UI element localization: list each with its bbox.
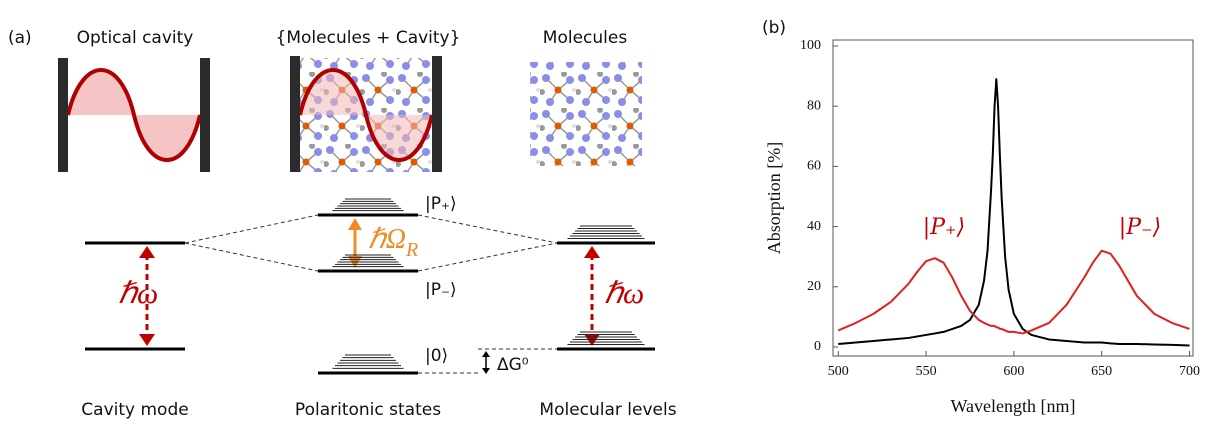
- y-tick-label: 20: [807, 279, 821, 294]
- energy-label: ℏω: [118, 277, 158, 310]
- panel-title: {Molecules + Cavity}: [276, 28, 461, 48]
- y-tick-label: 80: [807, 98, 821, 113]
- molecules-icon: [530, 62, 642, 166]
- panel-title: Molecules: [543, 28, 628, 48]
- state-label: |0⟩: [425, 346, 448, 366]
- x-tick-label: 550: [916, 364, 937, 379]
- caption: Molecular levels: [539, 400, 676, 420]
- x-tick-label: 600: [1003, 364, 1024, 379]
- y-tick-label: 0: [814, 339, 821, 354]
- panel-label: (a): [8, 28, 32, 48]
- x-tick-label: 700: [1179, 364, 1200, 379]
- line-series: [838, 79, 1189, 345]
- y-tick-label: 100: [800, 38, 821, 53]
- free-energy-label: ΔG⁰: [497, 355, 529, 375]
- state-label: |P₋⟩: [425, 280, 457, 300]
- line-series: [838, 251, 1189, 334]
- x-tick-label: 650: [1091, 364, 1112, 379]
- y-axis-title: Absorption [%]: [764, 142, 784, 254]
- coupled-icon: [290, 56, 442, 172]
- annotation: |P₊⟩: [923, 215, 965, 240]
- x-axis-title: Wavelength [nm]: [950, 396, 1075, 416]
- y-tick-label: 60: [807, 159, 821, 174]
- annotation: |P₋⟩: [1119, 215, 1161, 240]
- caption: Polaritonic states: [295, 400, 441, 420]
- caption: Cavity mode: [81, 400, 188, 420]
- y-tick-label: 40: [807, 219, 821, 234]
- rabi-subscript: R: [405, 239, 418, 261]
- panel-label: (b): [762, 18, 786, 38]
- panel-title: Optical cavity: [77, 28, 194, 48]
- energy-label: ℏω: [604, 277, 644, 310]
- cavity-icon: [58, 58, 210, 172]
- rabi-symbol: ℏΩ: [368, 224, 406, 255]
- figure: (a) Optical cavity {Molecules + Cavity} …: [0, 0, 1208, 427]
- x-tick-label: 500: [828, 364, 849, 379]
- state-label: |P₊⟩: [425, 194, 457, 214]
